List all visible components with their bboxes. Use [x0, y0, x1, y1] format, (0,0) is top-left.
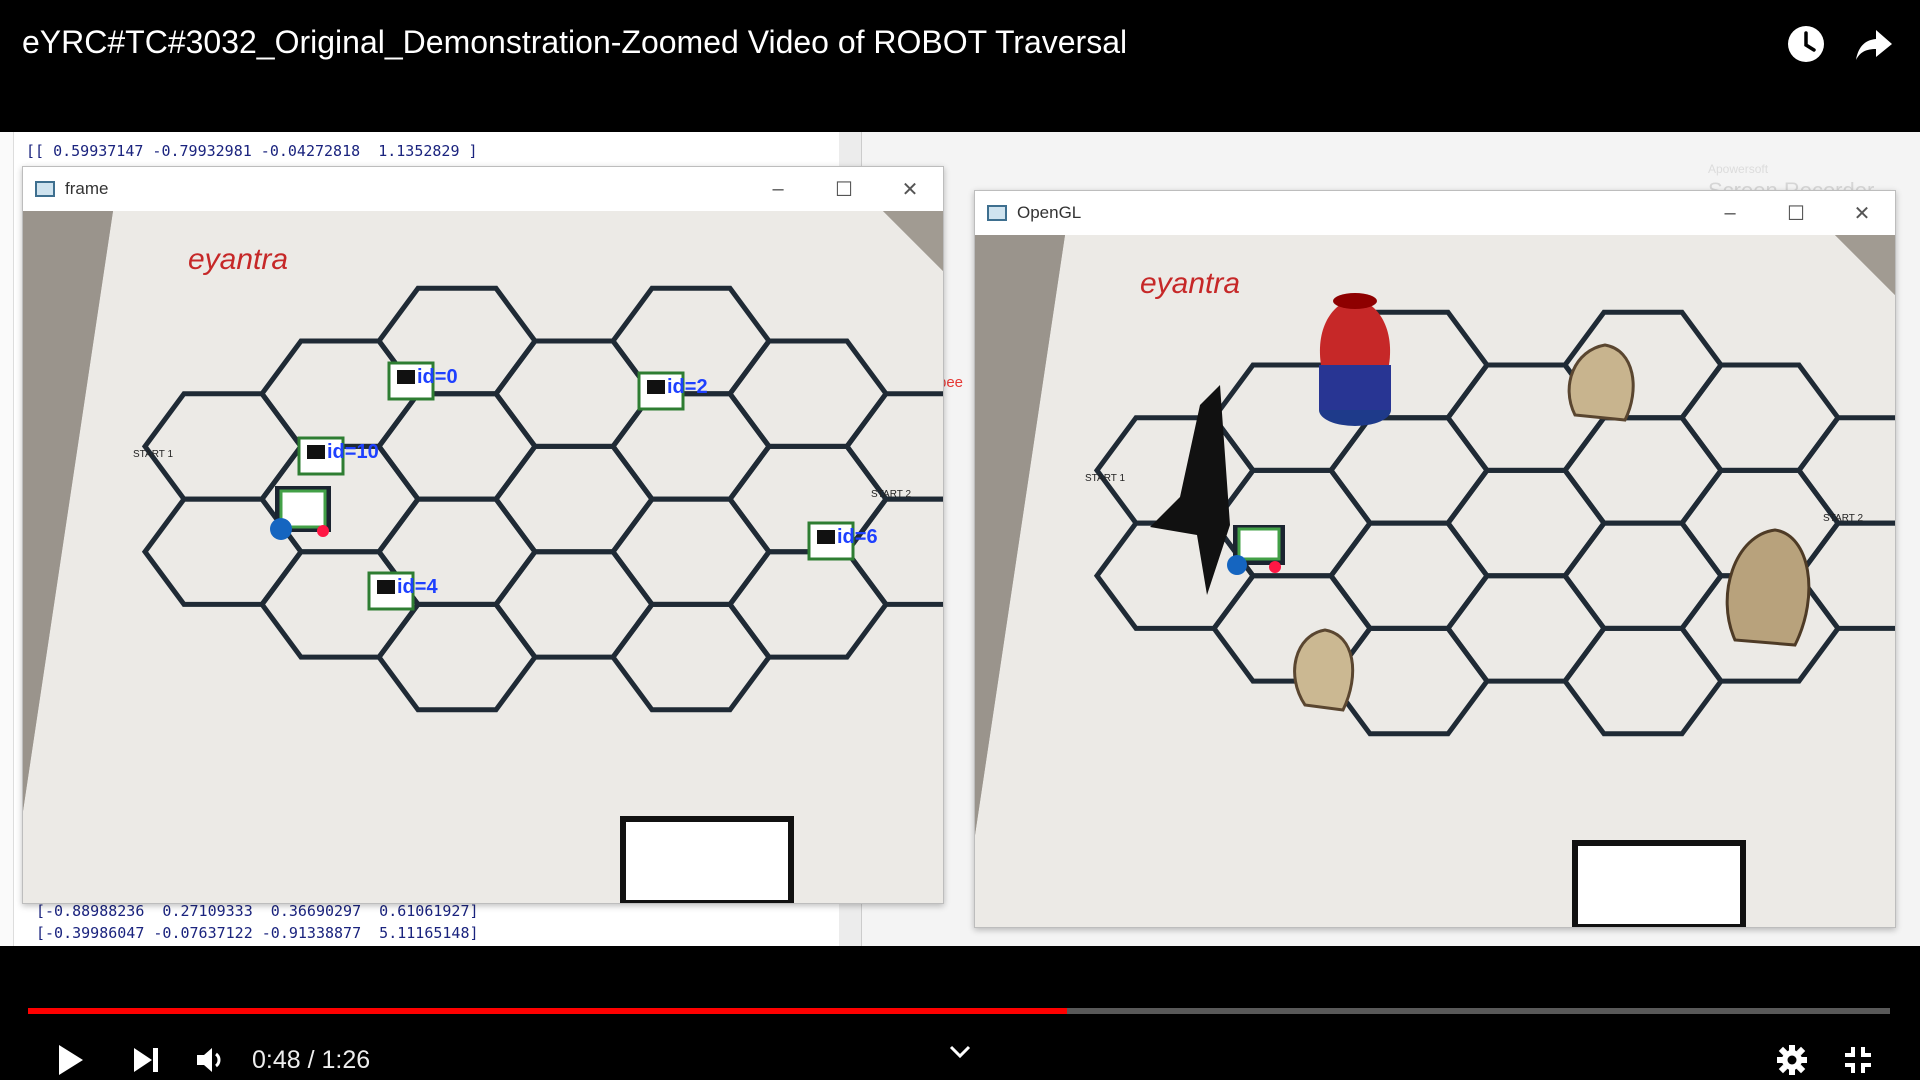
watermark-line1: Apowersoft	[1708, 162, 1769, 176]
aruco-marker: id=4	[367, 571, 438, 611]
window-app-icon	[35, 181, 55, 197]
rock-model-1	[1567, 343, 1635, 422]
aruco-markers: id=0 id=2 id=10 id=6 id=4	[297, 361, 878, 611]
maximize-button[interactable]: ☐	[1787, 202, 1805, 225]
start2-label: START 2	[871, 489, 911, 500]
player-controls: 0:48 / 1:26	[0, 946, 1920, 1080]
frame-window-title: frame	[65, 179, 109, 198]
robot	[1227, 525, 1285, 575]
clock-icon[interactable]	[1784, 22, 1828, 66]
rock-model-2	[1725, 528, 1811, 647]
marker-id-label: id=6	[837, 526, 878, 548]
frame-window-titlebar[interactable]: frame – ☐ ✕	[23, 167, 943, 211]
aruco-marker: id=10	[297, 436, 379, 476]
marker-id-label: id=10	[327, 441, 379, 463]
share-icon[interactable]	[1852, 22, 1896, 66]
chevron-down-icon[interactable]	[940, 1032, 980, 1072]
play-icon[interactable]	[40, 1030, 100, 1080]
hex-grid	[141, 285, 943, 713]
marker-pattern	[397, 370, 415, 384]
exit-fullscreen-icon[interactable]	[1828, 1030, 1888, 1080]
hex-cell	[1795, 415, 1895, 526]
terminal-fragment: pee	[938, 374, 964, 391]
opengl-window[interactable]: OpenGL – ☐ ✕ eyantra START 1 START 2	[974, 190, 1896, 928]
arena-frame-svg: eyantra START 1 START 2 id=0 id=2id=10id=…	[23, 211, 943, 903]
opengl-window-title: OpenGL	[1017, 203, 1082, 222]
start1-label: START 1	[133, 449, 173, 460]
minimize-button[interactable]: –	[772, 177, 784, 200]
marker-id-label: id=4	[397, 576, 438, 598]
robot	[270, 486, 331, 540]
arena-opengl-svg: eyantra START 1 START 2	[975, 235, 1895, 927]
start2-label: START 2	[1823, 513, 1863, 524]
terminal-line: [[ 0.59937147 -0.79932981 -0.04272818 1.…	[26, 142, 478, 160]
window-app-icon	[987, 205, 1007, 221]
video-title[interactable]: eYRC#TC#3032_Original_Demonstration-Zoom…	[22, 24, 1128, 60]
marker-pattern	[817, 530, 835, 544]
vase-model	[1319, 293, 1391, 426]
marker-pattern	[307, 445, 325, 459]
terminal-line: [-0.39986047 -0.07637122 -0.91338877 5.1…	[36, 924, 479, 942]
close-button[interactable]: ✕	[901, 178, 919, 201]
progress-played	[28, 1008, 1067, 1014]
arena-brand-logo: eyantra	[1140, 267, 1240, 300]
opengl-render-view: eyantra START 1 START 2	[975, 235, 1895, 927]
marker-id-label: id=2	[667, 376, 708, 398]
terminal-line: [-0.88988236 0.27109333 0.36690297 0.610…	[36, 902, 479, 920]
poster-frame	[620, 816, 794, 903]
maximize-button[interactable]: ☐	[835, 178, 853, 201]
minimize-button[interactable]: –	[1724, 201, 1736, 224]
start1-label: START 1	[1085, 473, 1125, 484]
aruco-marker: id=6	[807, 521, 878, 561]
hex-cell	[843, 391, 943, 502]
marker-id-label: id=0	[417, 366, 458, 388]
poster-frame	[1572, 840, 1746, 927]
progress-bar[interactable]	[28, 1008, 1890, 1014]
settings-icon[interactable]	[1762, 1030, 1822, 1080]
marker-pattern	[377, 580, 395, 594]
aruco-marker: id=0	[387, 361, 458, 401]
time-display: 0:48 / 1:26	[252, 1046, 371, 1074]
next-icon[interactable]	[116, 1030, 176, 1080]
arena-brand-logo: eyantra	[188, 243, 288, 276]
title-bar: eYRC#TC#3032_Original_Demonstration-Zoom…	[0, 0, 1920, 132]
frame-camera-view: eyantra START 1 START 2 id=0 id=2 id=10 id=…	[23, 211, 943, 903]
opengl-window-titlebar[interactable]: OpenGL – ☐ ✕	[975, 191, 1895, 235]
close-button[interactable]: ✕	[1853, 202, 1871, 225]
terminal-edge	[0, 132, 14, 946]
video-frame[interactable]: [[ 0.59937147 -0.79932981 -0.04272818 1.…	[0, 132, 1920, 946]
frame-window[interactable]: frame – ☐ ✕ eyantra START 1 START 2	[22, 166, 944, 904]
volume-icon[interactable]	[180, 1030, 240, 1080]
aruco-marker: id=2	[637, 371, 708, 411]
rock-model-3	[1293, 628, 1355, 712]
robot-shadow	[1150, 385, 1230, 595]
marker-box	[387, 361, 435, 401]
marker-pattern	[647, 380, 665, 394]
